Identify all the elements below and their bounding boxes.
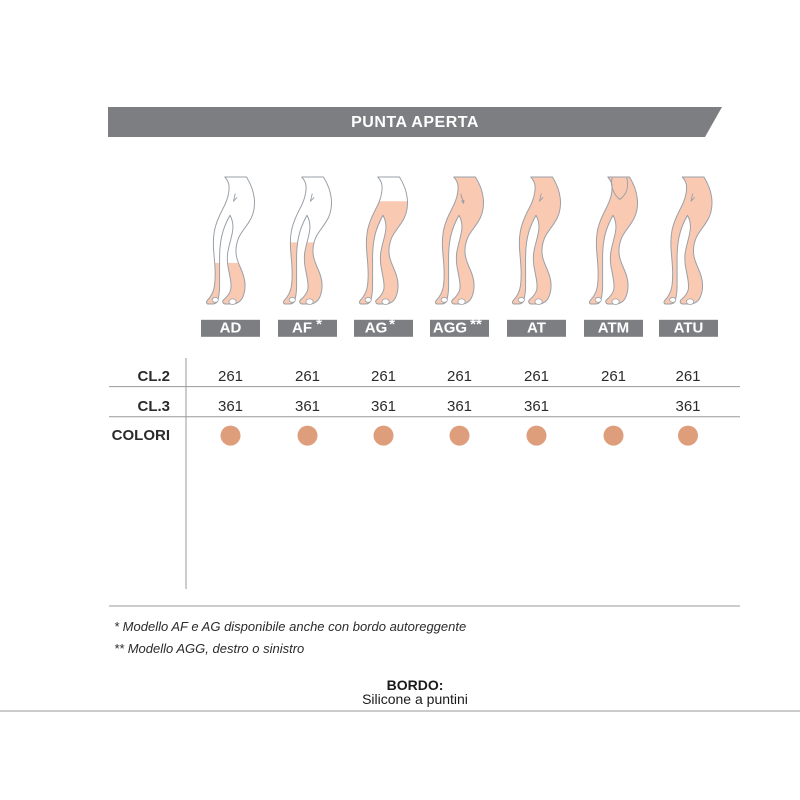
svg-text:AD: AD — [220, 319, 242, 336]
svg-text:261: 261 — [218, 368, 243, 385]
svg-text:*: * — [316, 316, 322, 333]
svg-text:AGG: AGG — [433, 319, 467, 336]
svg-text:AT: AT — [527, 319, 546, 336]
svg-text:COLORI: COLORI — [112, 427, 170, 444]
svg-text:*: * — [389, 316, 395, 333]
svg-text:ATU: ATU — [674, 319, 704, 336]
svg-text:361: 361 — [371, 398, 396, 415]
svg-text:PUNTA APERTA: PUNTA APERTA — [351, 114, 479, 131]
svg-text:**: ** — [470, 316, 482, 333]
svg-text:CL.2: CL.2 — [137, 368, 170, 385]
svg-text:361: 361 — [675, 398, 700, 415]
svg-text:AF: AF — [292, 319, 312, 336]
svg-text:* Modello AF e AG disponibile: * Modello AF e AG disponibile anche con … — [114, 619, 466, 634]
svg-text:261: 261 — [295, 368, 320, 385]
svg-text:Silicone a puntini: Silicone a puntini — [362, 691, 468, 707]
svg-text:261: 261 — [675, 368, 700, 385]
svg-text:261: 261 — [371, 368, 396, 385]
svg-text:361: 361 — [524, 398, 549, 415]
svg-text:261: 261 — [447, 368, 472, 385]
svg-text:AG: AG — [365, 319, 388, 336]
svg-text:261: 261 — [601, 368, 626, 385]
svg-text:361: 361 — [447, 398, 472, 415]
svg-text:261: 261 — [524, 368, 549, 385]
svg-text:361: 361 — [295, 398, 320, 415]
svg-text:361: 361 — [218, 398, 243, 415]
svg-text:CL.3: CL.3 — [137, 398, 170, 415]
svg-text:ATM: ATM — [598, 319, 629, 336]
svg-text:** Modello AGG, destro o sinis: ** Modello AGG, destro o sinistro — [114, 641, 304, 656]
